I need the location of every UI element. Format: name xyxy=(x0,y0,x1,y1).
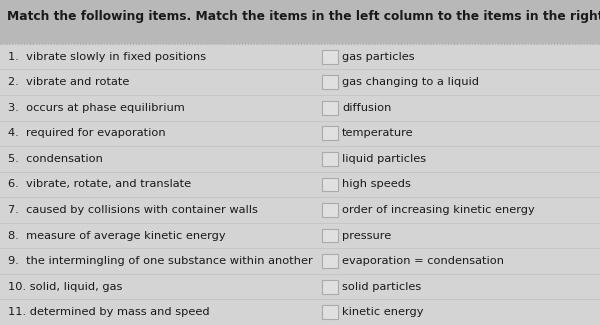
Bar xyxy=(322,305,338,319)
Text: pressure: pressure xyxy=(342,230,391,240)
Text: 4.  required for evaporation: 4. required for evaporation xyxy=(8,128,166,138)
Text: 3.  occurs at phase equilibrium: 3. occurs at phase equilibrium xyxy=(8,103,185,113)
Bar xyxy=(322,177,338,191)
Text: 1.  vibrate slowly in fixed positions: 1. vibrate slowly in fixed positions xyxy=(8,52,206,62)
Text: gas changing to a liquid: gas changing to a liquid xyxy=(342,77,479,87)
Text: solid particles: solid particles xyxy=(342,282,421,292)
Bar xyxy=(322,101,338,115)
Text: 5.  condensation: 5. condensation xyxy=(8,154,103,164)
Text: temperature: temperature xyxy=(342,128,413,138)
Text: kinetic energy: kinetic energy xyxy=(342,307,424,317)
Bar xyxy=(322,50,338,64)
Text: 6.  vibrate, rotate, and translate: 6. vibrate, rotate, and translate xyxy=(8,179,191,189)
Text: Match the following items. Match the items in the left column to the items in th: Match the following items. Match the ite… xyxy=(7,10,600,23)
Text: 11. determined by mass and speed: 11. determined by mass and speed xyxy=(8,307,209,317)
Text: evaporation = condensation: evaporation = condensation xyxy=(342,256,504,266)
Bar xyxy=(322,254,338,268)
Bar xyxy=(322,280,338,293)
Text: liquid particles: liquid particles xyxy=(342,154,426,164)
Text: gas particles: gas particles xyxy=(342,52,415,62)
Text: order of increasing kinetic energy: order of increasing kinetic energy xyxy=(342,205,535,215)
Bar xyxy=(322,203,338,217)
Bar xyxy=(322,152,338,166)
Text: high speeds: high speeds xyxy=(342,179,411,189)
Text: 2.  vibrate and rotate: 2. vibrate and rotate xyxy=(8,77,130,87)
Text: 7.  caused by collisions with container walls: 7. caused by collisions with container w… xyxy=(8,205,258,215)
Text: 8.  measure of average kinetic energy: 8. measure of average kinetic energy xyxy=(8,230,226,240)
Bar xyxy=(322,75,338,89)
Text: 10. solid, liquid, gas: 10. solid, liquid, gas xyxy=(8,282,122,292)
Bar xyxy=(322,229,338,242)
Text: 9.  the intermingling of one substance within another: 9. the intermingling of one substance wi… xyxy=(8,256,313,266)
Text: diffusion: diffusion xyxy=(342,103,391,113)
Bar xyxy=(322,126,338,140)
